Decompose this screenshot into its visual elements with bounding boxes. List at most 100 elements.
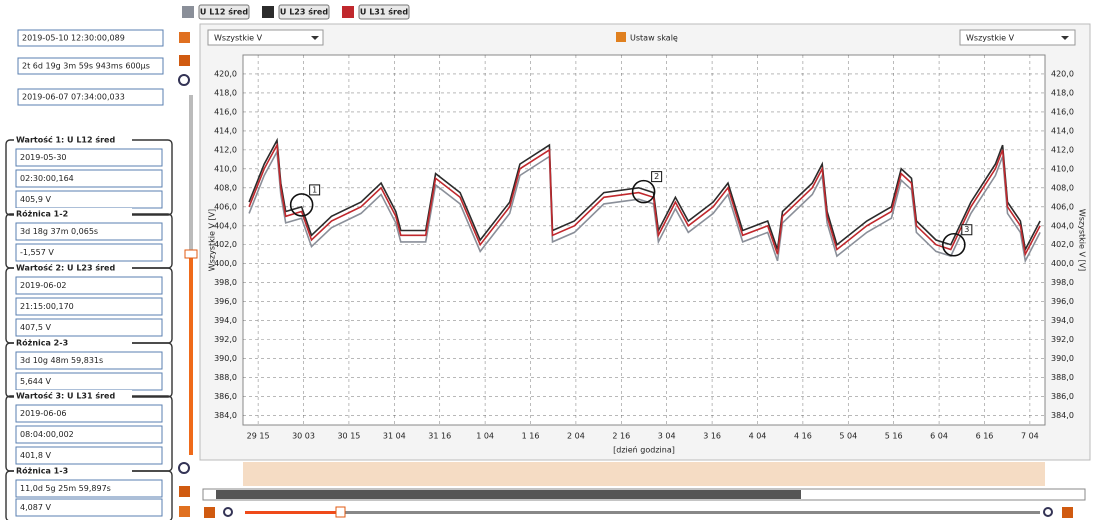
y-tick-label: 398,0 [214, 278, 237, 287]
field [15, 479, 163, 498]
y-tick-label: 384,0 [214, 411, 237, 420]
y2-tick-label: 402,0 [1051, 240, 1074, 249]
x-tick-label: 31 04 [383, 432, 406, 441]
field-text: -1,557 V [20, 248, 54, 257]
icon[interactable] [179, 55, 190, 66]
x-tick-label: 31 16 [428, 432, 451, 441]
scrollbar-thumb[interactable] [216, 490, 801, 499]
group-title: Wartość 3: U L31 śred [16, 391, 115, 401]
zoom-icon[interactable] [178, 462, 190, 474]
field-text: 2019-06-06 [20, 409, 67, 418]
x-tick-label: 3 04 [658, 432, 676, 441]
field [15, 297, 163, 316]
y-tick-label: 402,0 [214, 240, 237, 249]
legend-label: U L23 śred [280, 7, 328, 17]
duration: 2t 6d 19g 3m 59s 943ms 600µs [22, 62, 150, 71]
y2-tick-label: 404,0 [1051, 221, 1074, 230]
series-line [248, 142, 1041, 257]
marker-tag [961, 224, 973, 236]
marker-circle[interactable] [631, 179, 656, 204]
scale-button[interactable]: Ustaw skalę [630, 34, 678, 43]
select[interactable] [207, 29, 324, 46]
field [17, 29, 164, 47]
group-title-bg [14, 134, 132, 146]
legend-button[interactable] [198, 4, 250, 20]
marker-label: 1 [312, 185, 317, 194]
group-title-bg [14, 465, 132, 477]
y-tick-label: 418,0 [214, 88, 237, 97]
zoom-icon[interactable] [1043, 507, 1053, 517]
icon[interactable] [204, 507, 215, 518]
field-text: 407,5 V [20, 323, 51, 332]
legend-button[interactable] [278, 4, 330, 20]
y-tick-label: 394,0 [214, 316, 237, 325]
group-title: Wartość 2: U L23 śred [16, 263, 115, 273]
zoom-icon[interactable] [178, 74, 190, 86]
y-tick-label: 420,0 [214, 69, 237, 78]
y-tick-label: 396,0 [214, 297, 237, 306]
group-title-bg [14, 390, 132, 402]
plot-area [242, 54, 1046, 426]
y-tick-label: 386,0 [214, 392, 237, 401]
marker-label: 2 [654, 172, 659, 181]
y-axis-label: Wszystkie V [V] [208, 209, 217, 271]
field [15, 243, 163, 262]
group-title-bg [14, 262, 132, 274]
field-text: 2019-05-30 [20, 153, 67, 162]
legend-swatch[interactable] [342, 6, 354, 18]
group-title: Różnica 1-3 [16, 466, 68, 476]
marker-tag [309, 184, 321, 196]
zoom-icon[interactable] [223, 507, 233, 517]
field [15, 351, 163, 370]
overview-strip[interactable] [243, 462, 1045, 486]
y2-tick-label: 416,0 [1051, 107, 1074, 116]
field-text: 4,087 V [20, 503, 51, 512]
y2-tick-label: 388,0 [1051, 373, 1074, 382]
group-title-bg [14, 208, 132, 220]
y-tick-label: 392,0 [214, 335, 237, 344]
field [15, 148, 163, 167]
marker-circle[interactable] [942, 232, 966, 257]
legend-button[interactable] [358, 4, 410, 20]
y-tick-label: 390,0 [214, 354, 237, 363]
field-text: 401,8 V [20, 451, 51, 460]
range-start: 2019-05-10 12:30:00,089 [22, 34, 125, 43]
field [15, 446, 163, 465]
y2-tick-label: 420,0 [1051, 69, 1074, 78]
h-slider-handle[interactable] [335, 506, 346, 518]
icon[interactable] [179, 486, 190, 497]
field [15, 425, 163, 444]
y-tick-label: 412,0 [214, 145, 237, 154]
v-slider-handle[interactable] [184, 249, 198, 259]
y-tick-label: 406,0 [214, 202, 237, 211]
select[interactable] [959, 29, 1076, 46]
y2-tick-label: 390,0 [1051, 354, 1074, 363]
x-tick-label: 2 04 [567, 432, 585, 441]
field-text: 2019-06-02 [20, 281, 67, 290]
y2-tick-label: 392,0 [1051, 335, 1074, 344]
x-tick-label: 4 16 [794, 432, 812, 441]
icon[interactable] [179, 506, 190, 517]
icon[interactable] [179, 32, 190, 43]
h-slider-track[interactable] [340, 511, 1040, 514]
y2-tick-label: 410,0 [1051, 164, 1074, 173]
y2-tick-label: 396,0 [1051, 297, 1074, 306]
field-text: 3d 10g 48m 59,831s [20, 356, 103, 365]
legend-swatch[interactable] [182, 6, 194, 18]
icon[interactable] [1062, 507, 1073, 518]
h-slider-fill [245, 511, 340, 514]
field-text: 21:15:00,170 [20, 302, 74, 311]
field-text: 08:04:00,002 [20, 430, 74, 439]
y-tick-label: 416,0 [214, 107, 237, 116]
x-tick-label: 1 04 [476, 432, 494, 441]
field [15, 222, 163, 241]
scale-icon [616, 32, 626, 42]
x-axis-label: [dzień godzina] [613, 446, 675, 455]
field [15, 276, 163, 295]
y2-tick-label: 408,0 [1051, 183, 1074, 192]
legend-swatch[interactable] [262, 6, 274, 18]
y2-tick-label: 406,0 [1051, 202, 1074, 211]
y-tick-label: 410,0 [214, 164, 237, 173]
x-tick-label: 6 16 [976, 432, 994, 441]
marker-circle[interactable] [289, 193, 314, 217]
